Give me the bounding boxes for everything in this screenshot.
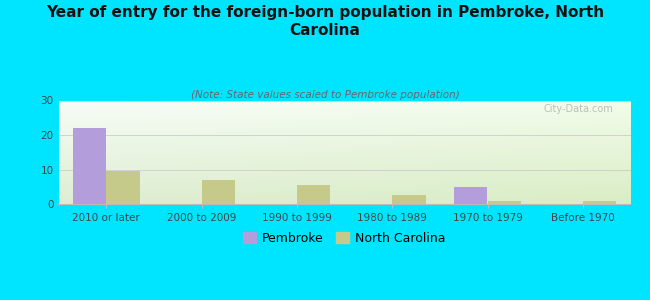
Bar — [583, 200, 616, 204]
Bar — [202, 180, 235, 204]
Text: (Note: State values scaled to Pembroke population): (Note: State values scaled to Pembroke p… — [190, 90, 460, 100]
Bar — [392, 195, 426, 204]
Bar — [297, 185, 330, 204]
Bar — [106, 171, 140, 204]
Legend: Pembroke, North Carolina: Pembroke, North Carolina — [239, 226, 450, 250]
Text: City-Data.com: City-Data.com — [543, 103, 614, 114]
Bar — [73, 128, 106, 204]
Bar — [454, 187, 488, 204]
Bar — [488, 200, 521, 204]
Text: Year of entry for the foreign-born population in Pembroke, North
Carolina: Year of entry for the foreign-born popul… — [46, 4, 604, 38]
